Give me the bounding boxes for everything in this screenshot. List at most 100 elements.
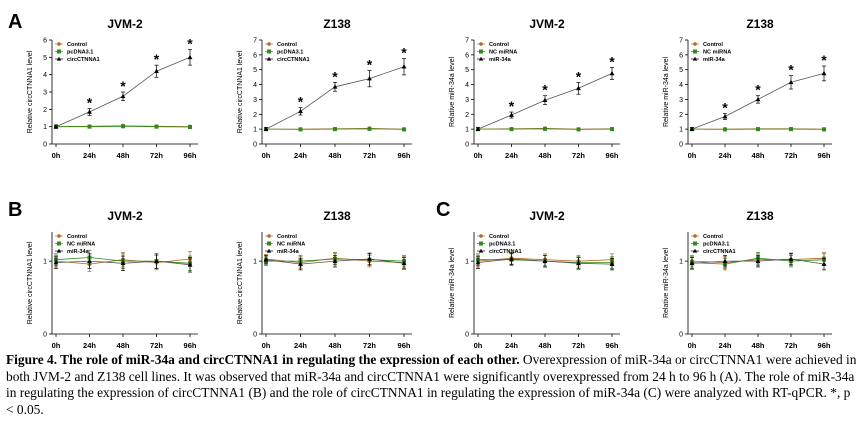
legend-label: miR-34a <box>489 57 512 63</box>
x-tick-label: 96h <box>184 341 197 350</box>
data-point-triangle <box>332 84 338 89</box>
data-point-triangle <box>87 109 92 114</box>
x-tick-label: 48h <box>539 341 552 350</box>
y-tick-label: 2 <box>253 112 257 119</box>
x-tick-label: 0h <box>474 151 483 160</box>
significance-star: * <box>609 53 615 69</box>
data-point-triangle <box>120 93 126 99</box>
legend-label: Control <box>703 234 723 240</box>
x-tick-label: 0h <box>52 151 61 160</box>
chart-0: JVM-2 0 1 2 3 4 5 6 Relative circCTNNA1 level 0h 2… <box>27 17 198 160</box>
data-point-triangle <box>263 126 269 131</box>
data-point-triangle <box>722 258 728 263</box>
x-tick-label: 48h <box>752 341 765 350</box>
y-tick-label: 7 <box>465 38 469 45</box>
significance-star: * <box>401 45 407 61</box>
x-tick-label: 0h <box>688 151 697 160</box>
y-tick-label: 2 <box>465 112 469 119</box>
y-axis-label: Relative circCTNNA1 level <box>27 241 34 324</box>
x-tick-label: 72h <box>785 151 798 160</box>
data-point-triangle <box>755 96 761 102</box>
x-tick-label: 72h <box>363 341 376 350</box>
significance-star: * <box>154 51 160 67</box>
legend-marker-square <box>57 241 61 246</box>
y-tick-label: 1 <box>43 259 47 266</box>
legend-marker-circle <box>693 42 697 46</box>
significance-star: * <box>576 68 582 84</box>
data-point-triangle <box>821 261 827 266</box>
data-point-square <box>298 127 303 132</box>
x-tick-label: 72h <box>150 151 163 160</box>
y-tick-label: 4 <box>253 82 257 89</box>
y-axis-label: Relative miR-34a level <box>449 57 456 127</box>
legend-label: Control <box>67 234 87 240</box>
figure-4: A B C JVM-2 0 1 2 3 4 5 6 Relative circCTNNA1 le… <box>8 11 832 350</box>
chart-title: Z138 <box>746 17 774 31</box>
x-tick-label: 48h <box>117 341 130 350</box>
x-tick-label: 96h <box>818 151 831 160</box>
data-point-triangle <box>609 261 615 266</box>
chart-5: Z138 0 1 Relative circCTNNA1 level 0h 24h 48h 7… <box>237 209 412 350</box>
legend-marker-square <box>479 49 483 54</box>
significance-star: * <box>87 94 93 110</box>
legend-marker-triangle <box>56 248 62 253</box>
data-point-triangle <box>755 258 761 263</box>
legend-marker-circle <box>57 42 61 46</box>
legend-label: circCTNNA1 <box>489 249 522 255</box>
y-tick-label: 1 <box>465 259 469 266</box>
legend-marker-circle <box>57 234 61 238</box>
y-tick-label: 4 <box>465 82 469 89</box>
y-tick-label: 6 <box>43 38 47 45</box>
data-point-square <box>121 124 125 129</box>
x-tick-label: 24h <box>83 151 96 160</box>
legend-marker-circle <box>693 234 697 238</box>
data-point-triangle <box>542 258 548 263</box>
data-point-triangle <box>509 256 514 261</box>
significance-star: * <box>332 68 338 84</box>
data-point-triangle <box>788 79 794 85</box>
y-axis-label: Relative miR-34a level <box>663 57 670 127</box>
x-tick-label: 24h <box>294 341 307 350</box>
data-point-triangle <box>187 54 193 60</box>
significance-star: * <box>542 82 548 98</box>
legend-marker-square <box>267 241 271 246</box>
data-point-triangle <box>332 258 338 263</box>
chart-title: JVM-2 <box>107 209 143 223</box>
significance-star: * <box>298 94 304 110</box>
chart-1: Z138 0 1 2 3 4 5 6 7 Relative circCTNNA1 level 0h 2… <box>237 17 412 160</box>
legend-marker-square <box>693 241 697 246</box>
y-tick-label: 4 <box>43 72 47 79</box>
significance-star: * <box>120 78 126 94</box>
chart-title: Z138 <box>746 209 774 223</box>
y-tick-label: 4 <box>679 82 683 89</box>
data-point-square <box>723 127 727 132</box>
x-tick-label: 72h <box>572 151 585 160</box>
data-point-triangle <box>722 113 728 119</box>
significance-star: * <box>187 36 193 52</box>
data-point-triangle <box>475 126 481 131</box>
data-point-triangle <box>821 70 827 76</box>
x-tick-label: 96h <box>606 341 619 350</box>
legend-label: circCTNNA1 <box>277 57 310 63</box>
x-tick-label: 96h <box>398 341 411 350</box>
data-point-triangle <box>509 112 514 117</box>
legend-label: NC miRNA <box>277 242 305 248</box>
chart-7: Z138 0 1 Relative miR-34a level 0h 24h 48h 72h 9… <box>663 209 832 350</box>
legend-label: miR-34a <box>67 249 90 255</box>
legend-label: Control <box>489 234 509 240</box>
x-tick-label: 24h <box>294 151 307 160</box>
y-tick-label: 7 <box>253 38 257 45</box>
x-tick-label: 48h <box>329 341 342 350</box>
caption-body: Overexpression of miR-34a or circCTNNA1 … <box>6 352 857 417</box>
legend-marker-circle <box>267 234 271 238</box>
significance-star: * <box>722 100 728 116</box>
x-tick-label: 72h <box>572 341 585 350</box>
y-tick-label: 0 <box>253 142 257 149</box>
y-tick-label: 1 <box>253 127 257 134</box>
x-tick-label: 48h <box>329 151 342 160</box>
y-tick-label: 2 <box>679 112 683 119</box>
data-point-triangle <box>154 68 159 73</box>
x-tick-label: 24h <box>83 341 96 350</box>
x-tick-label: 0h <box>688 341 697 350</box>
data-point-triangle <box>53 124 59 129</box>
